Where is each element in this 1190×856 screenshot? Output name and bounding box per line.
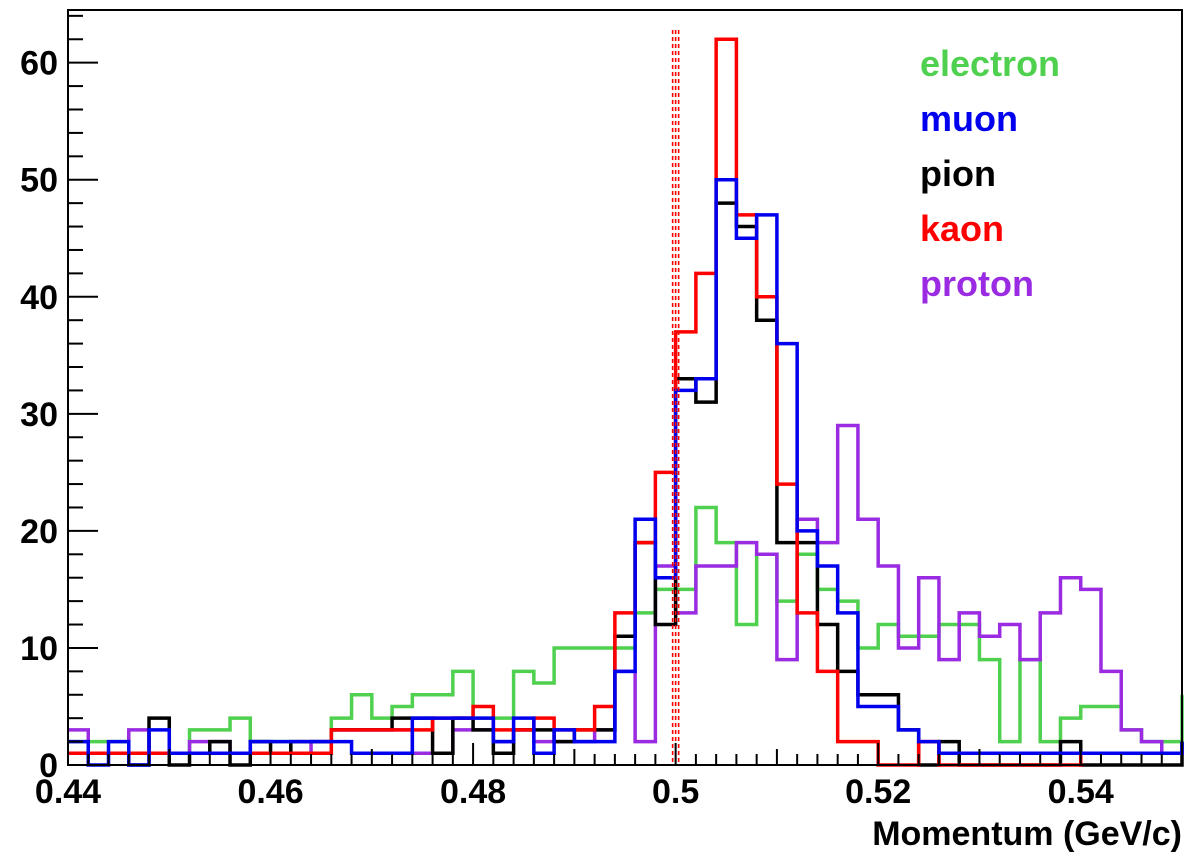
x-tick-label: 0.46 [237,773,303,811]
x-tick-label: 0.44 [35,773,101,811]
legend-entry-proton: proton [920,263,1034,304]
reference-line-layer [671,30,680,765]
series-electron-histogram [68,505,1184,756]
legend-entry-muon: muon [920,98,1018,139]
legend-entry-electron: electron [920,43,1060,84]
legend: electron muon pion kaon proton [920,43,1060,304]
y-tick-label: 50 [20,162,58,200]
legend-entry-pion: pion [920,153,996,194]
y-tick-label: 20 [20,513,58,551]
series-proton-histogram [68,423,1184,756]
x-tick-label: 0.48 [440,773,506,811]
y-tick-label: 10 [20,630,58,668]
series-kaon-histogram [68,37,1182,767]
axes: 0.44 0.46 0.48 0.5 0.52 0.54 0 10 20 30 40 50 60 [20,14,1183,811]
x-tick-label: 0.5 [652,773,699,811]
x-tick-label: 0.52 [845,773,911,811]
x-axis-title: Momentum (GeV/c) [872,815,1182,853]
histogram-series-layer [68,37,1184,767]
y-tick-label: 60 [20,45,58,83]
y-tick-label: 0 [39,747,58,785]
y-tick-label: 40 [20,279,58,317]
x-tick-label: 0.54 [1048,773,1114,811]
y-tick-label: 30 [20,396,58,434]
plot-frame [67,9,1183,766]
legend-entry-kaon: kaon [920,208,1004,249]
series-muon-histogram [68,177,1184,767]
